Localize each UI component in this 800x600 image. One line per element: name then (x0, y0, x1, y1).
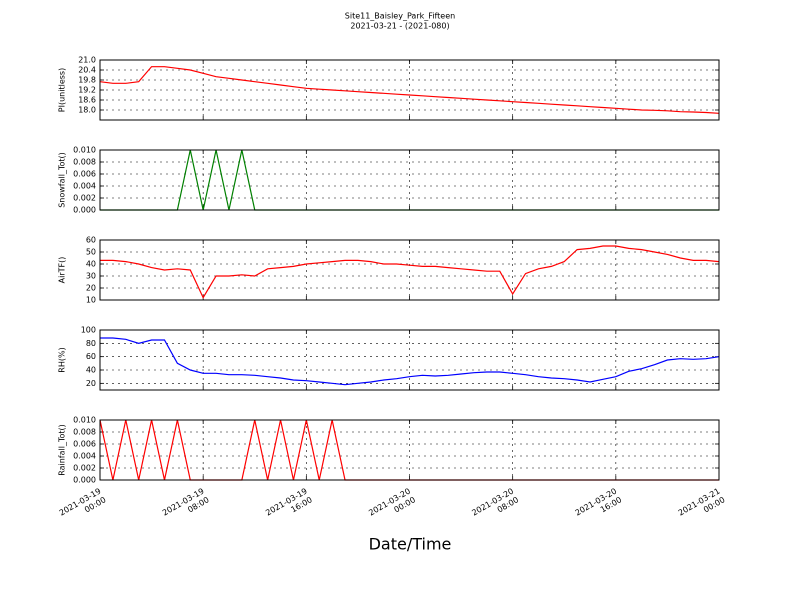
x-tick-label: 2021-03-1908:00 (161, 486, 211, 526)
panel-frame (99, 329, 720, 391)
x-tick-label: 2021-03-2016:00 (573, 486, 623, 526)
y-tick-label: 10 (86, 296, 96, 305)
x-tick-label: 2021-03-1916:00 (264, 486, 314, 526)
y-tick-label: 20 (86, 379, 96, 388)
y-tick-label: 0.002 (73, 464, 96, 473)
y-tick-label: 0.010 (73, 416, 96, 425)
y-tick-label: 40 (86, 260, 96, 269)
x-tick-label: 2021-03-2000:00 (367, 486, 417, 526)
x-tick-label: 2021-03-2008:00 (470, 486, 520, 526)
y-tick-label: 0.000 (73, 476, 96, 485)
panel-frame (99, 149, 720, 211)
data-line (100, 245, 720, 299)
y-axis-label: PI(unitless) (58, 68, 67, 112)
y-tick-label: 0.008 (73, 428, 96, 437)
y-tick-label: 60 (86, 352, 96, 361)
y-tick-label: 0.006 (73, 170, 96, 179)
y-tick-label: 40 (86, 366, 96, 375)
x-tick-label: 2021-03-2100:00 (676, 486, 726, 526)
panel-frame (99, 419, 720, 481)
x-axis-label: Date/Time (369, 535, 452, 554)
chart-title: Site11_Baisley_Park_Fifteen (345, 12, 455, 21)
y-tick-label: 19.8 (78, 76, 96, 85)
y-axis-label: Rainfall_Tot() (58, 424, 67, 476)
y-tick-label: 80 (86, 339, 96, 348)
y-tick-label: 30 (86, 272, 96, 281)
y-axis-label: Snowfall_Tot() (58, 152, 67, 208)
panel-frame (99, 59, 720, 121)
y-tick-label: 18.6 (78, 96, 96, 105)
y-tick-label: 100 (81, 326, 96, 335)
y-axis-label: RH(%) (58, 347, 67, 372)
y-tick-label: 0.010 (73, 146, 96, 155)
y-tick-label: 0.006 (73, 440, 96, 449)
y-tick-label: 0.004 (73, 182, 96, 191)
data-line (99, 66, 720, 114)
y-tick-label: 20.4 (78, 66, 96, 75)
y-tick-label: 0.000 (73, 206, 96, 215)
chart-subtitle: 2021-03-21 - (2021-080) (350, 22, 449, 31)
y-tick-label: 50 (86, 248, 96, 257)
y-tick-label: 20 (86, 284, 96, 293)
x-tick-label: 2021-03-1900:00 (57, 486, 107, 526)
y-tick-label: 60 (86, 236, 96, 245)
y-axis-label: AirTF() (58, 257, 67, 284)
y-tick-label: 0.008 (73, 158, 96, 167)
y-tick-label: 0.002 (73, 194, 96, 203)
data-line (100, 337, 720, 386)
panel-frame (99, 239, 720, 301)
y-tick-label: 19.2 (78, 86, 96, 95)
y-tick-label: 0.004 (73, 452, 96, 461)
y-tick-label: 18.0 (78, 106, 96, 115)
y-tick-label: 21.0 (78, 56, 96, 65)
